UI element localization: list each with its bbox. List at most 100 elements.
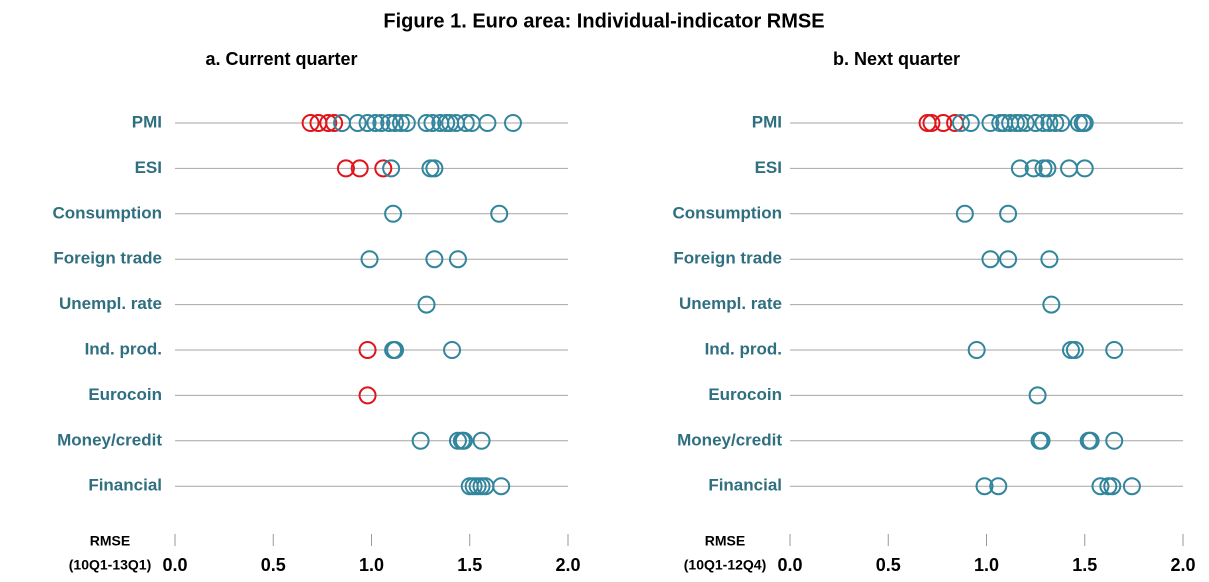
x-tick-label: 0.0 bbox=[162, 555, 187, 575]
dot bbox=[423, 114, 442, 132]
x-tick-label: 0.5 bbox=[876, 555, 901, 575]
category-label: PMI bbox=[132, 112, 162, 131]
category-label: ESI bbox=[135, 158, 162, 177]
dot bbox=[981, 250, 1000, 269]
dot bbox=[951, 114, 970, 132]
x-axis-label: RMSE bbox=[705, 533, 745, 549]
dot bbox=[1091, 477, 1110, 496]
dot bbox=[1024, 159, 1043, 178]
category-label: Ind. prod. bbox=[85, 339, 162, 358]
category-label: Foreign trade bbox=[53, 249, 162, 268]
dot bbox=[999, 250, 1018, 269]
category-label: Consumption bbox=[52, 203, 162, 222]
dot bbox=[1010, 159, 1029, 178]
dot bbox=[374, 159, 393, 178]
category-label: Foreign trade bbox=[673, 249, 782, 268]
dot bbox=[360, 250, 379, 269]
dot bbox=[472, 431, 491, 450]
dot bbox=[1034, 114, 1053, 132]
category-label: Unempl. rate bbox=[59, 294, 162, 313]
dot bbox=[391, 114, 410, 132]
dot bbox=[1040, 250, 1059, 269]
dot bbox=[967, 341, 986, 359]
panel-title: b. Next quarter bbox=[833, 49, 960, 69]
dot bbox=[1122, 477, 1141, 496]
dot bbox=[358, 114, 377, 132]
dot bbox=[454, 431, 473, 450]
dot bbox=[336, 159, 355, 178]
x-tick-label: 2.0 bbox=[1170, 555, 1195, 575]
dot bbox=[1052, 114, 1071, 132]
dot bbox=[417, 295, 436, 314]
category-label: Eurocoin bbox=[708, 385, 782, 404]
category-label: Financial bbox=[88, 476, 162, 495]
dot bbox=[1103, 477, 1122, 496]
dot bbox=[981, 114, 1000, 132]
dot bbox=[325, 114, 344, 132]
dot bbox=[1038, 159, 1057, 178]
x-tick-label: 1.5 bbox=[1072, 555, 1097, 575]
dot bbox=[934, 114, 953, 132]
dot bbox=[358, 386, 377, 405]
dot bbox=[1016, 114, 1035, 132]
dot bbox=[386, 341, 405, 359]
dot bbox=[382, 159, 401, 178]
dot bbox=[384, 204, 403, 223]
category-label: Money/credit bbox=[677, 430, 782, 449]
x-tick-label: 1.0 bbox=[359, 555, 384, 575]
dot bbox=[1026, 114, 1045, 132]
dot bbox=[1065, 341, 1084, 359]
dot bbox=[478, 114, 497, 132]
dot bbox=[380, 114, 399, 132]
dot bbox=[490, 204, 509, 223]
dot bbox=[1105, 431, 1124, 450]
dot bbox=[922, 114, 941, 132]
dot bbox=[417, 114, 436, 132]
x-axis-label: RMSE bbox=[90, 533, 130, 549]
dot bbox=[989, 477, 1008, 496]
dot bbox=[348, 114, 367, 132]
dot bbox=[366, 114, 385, 132]
dot bbox=[1046, 114, 1065, 132]
x-axis-label: (10Q1-12Q4) bbox=[684, 557, 766, 573]
dot bbox=[358, 341, 377, 359]
category-label: Financial bbox=[708, 476, 782, 495]
category-label: Eurocoin bbox=[88, 385, 162, 404]
dot bbox=[319, 114, 338, 132]
dot bbox=[1040, 114, 1059, 132]
dot bbox=[301, 114, 320, 132]
category-label: Money/credit bbox=[57, 430, 162, 449]
dot bbox=[386, 114, 405, 132]
dot bbox=[975, 477, 994, 496]
dot bbox=[1075, 159, 1094, 178]
dot bbox=[492, 477, 511, 496]
dot bbox=[1075, 114, 1094, 132]
x-tick-label: 1.5 bbox=[457, 555, 482, 575]
dot bbox=[1081, 431, 1100, 450]
dot bbox=[1042, 295, 1061, 314]
figure-title: Figure 1. Euro area: Individual-indicato… bbox=[383, 10, 824, 32]
x-tick-label: 1.0 bbox=[974, 555, 999, 575]
dot bbox=[1032, 431, 1051, 450]
dot bbox=[425, 159, 444, 178]
dot bbox=[425, 250, 444, 269]
category-label: Unempl. rate bbox=[679, 294, 782, 313]
category-label: PMI bbox=[752, 112, 782, 131]
x-axis-label: (10Q1-13Q1) bbox=[69, 557, 151, 573]
dot bbox=[350, 159, 369, 178]
dot bbox=[999, 204, 1018, 223]
dot bbox=[443, 341, 462, 359]
dot bbox=[1105, 341, 1124, 359]
x-tick-label: 2.0 bbox=[555, 555, 580, 575]
dot bbox=[411, 431, 430, 450]
category-label: Consumption bbox=[672, 203, 782, 222]
panel-title: a. Current quarter bbox=[205, 49, 357, 69]
x-tick-label: 0.5 bbox=[261, 555, 286, 575]
category-label: Ind. prod. bbox=[705, 339, 782, 358]
dot bbox=[961, 114, 980, 132]
category-label: ESI bbox=[755, 158, 782, 177]
x-tick-label: 0.0 bbox=[777, 555, 802, 575]
dot bbox=[397, 114, 416, 132]
dot bbox=[503, 114, 522, 132]
